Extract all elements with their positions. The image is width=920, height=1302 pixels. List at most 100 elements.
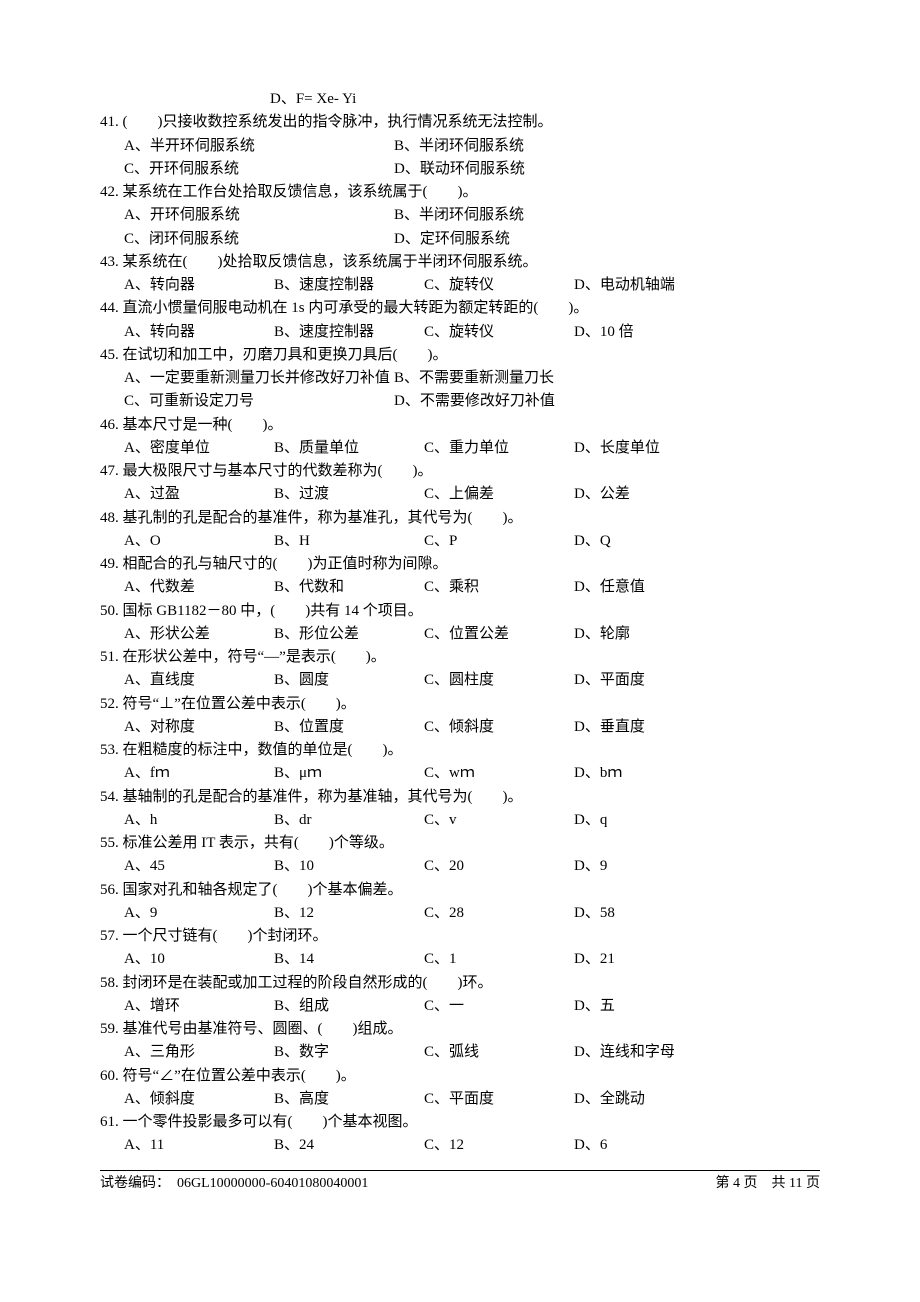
option-d: D、9 bbox=[574, 855, 724, 878]
question-text: 51. 在形状公差中，符号“—”是表示( )。 bbox=[100, 646, 820, 669]
question-52: 52. 符号“⊥”在位置公差中表示( )。A、对称度B、位置度C、倾斜度D、垂直… bbox=[100, 693, 820, 740]
option-d: D、任意值 bbox=[574, 576, 724, 599]
option-b: B、24 bbox=[274, 1134, 424, 1157]
question-42: 42. 某系统在工作台处拾取反馈信息，该系统属于( )。A、开环伺服系统B、半闭… bbox=[100, 181, 820, 251]
option-b: B、μｍ bbox=[274, 762, 424, 785]
option-a: A、形状公差 bbox=[124, 623, 274, 646]
option-a: A、过盈 bbox=[124, 483, 274, 506]
question-44: 44. 直流小惯量伺服电动机在 1s 内可承受的最大转距为额定转距的( )。A、… bbox=[100, 297, 820, 344]
question-text: 43. 某系统在( )处拾取反馈信息，该系统属于半闭环伺服系统。 bbox=[100, 251, 820, 274]
question-41: 41. ( )只接收数控系统发出的指令脉冲，执行情况系统无法控制。A、半开环伺服… bbox=[100, 111, 820, 181]
option-a: A、转向器 bbox=[124, 274, 274, 297]
question-51: 51. 在形状公差中，符号“—”是表示( )。A、直线度B、圆度C、圆柱度D、平… bbox=[100, 646, 820, 693]
option-a: A、一定要重新测量刀长并修改好刀补值 bbox=[124, 367, 394, 390]
question-50: 50. 国标 GB1182－80 中，( )共有 14 个项目。A、形状公差B、… bbox=[100, 600, 820, 647]
question-48: 48. 基孔制的孔是配合的基准件，称为基准孔，其代号为( )。A、OB、HC、P… bbox=[100, 507, 820, 554]
option-b: B、速度控制器 bbox=[274, 321, 424, 344]
options-row: A、三角形B、数字C、弧线D、连线和字母 bbox=[100, 1041, 820, 1064]
option-b: B、高度 bbox=[274, 1088, 424, 1111]
option-c: C、可重新设定刀号 bbox=[124, 390, 394, 413]
option-c: C、20 bbox=[424, 855, 574, 878]
option-c: C、弧线 bbox=[424, 1041, 574, 1064]
question-43: 43. 某系统在( )处拾取反馈信息，该系统属于半闭环伺服系统。A、转向器B、速… bbox=[100, 251, 820, 298]
option-a: A、三角形 bbox=[124, 1041, 274, 1064]
option-d: D、联动环伺服系统 bbox=[394, 158, 820, 181]
options-row: A、hB、drC、vD、q bbox=[100, 809, 820, 832]
option-b: B、10 bbox=[274, 855, 424, 878]
option-b: B、半闭环伺服系统 bbox=[394, 204, 820, 227]
option-a: A、半开环伺服系统 bbox=[124, 135, 394, 158]
footer-page-number: 第 4 页 共 11 页 bbox=[716, 1173, 820, 1195]
option-a: A、密度单位 bbox=[124, 437, 274, 460]
question-text: 48. 基孔制的孔是配合的基准件，称为基准孔，其代号为( )。 bbox=[100, 507, 820, 530]
question-61: 61. 一个零件投影最多可以有( )个基本视图。A、11B、24C、12D、6 bbox=[100, 1111, 820, 1158]
question-45: 45. 在试切和加工中，刃磨刀具和更换刀具后( )。A、一定要重新测量刀长并修改… bbox=[100, 344, 820, 414]
questions-container: 41. ( )只接收数控系统发出的指令脉冲，执行情况系统无法控制。A、半开环伺服… bbox=[100, 111, 820, 1157]
option-c: C、圆柱度 bbox=[424, 669, 574, 692]
option-b: B、速度控制器 bbox=[274, 274, 424, 297]
option-b: B、不需要重新测量刀长 bbox=[394, 367, 820, 390]
question-text: 41. ( )只接收数控系统发出的指令脉冲，执行情况系统无法控制。 bbox=[100, 111, 820, 134]
option-c: C、上偏差 bbox=[424, 483, 574, 506]
option-a: A、开环伺服系统 bbox=[124, 204, 394, 227]
option-c: C、28 bbox=[424, 902, 574, 925]
option-c: C、wｍ bbox=[424, 762, 574, 785]
question-text: 53. 在粗糙度的标注中，数值的单位是( )。 bbox=[100, 739, 820, 762]
option-a: A、倾斜度 bbox=[124, 1088, 274, 1111]
option-a: A、45 bbox=[124, 855, 274, 878]
options-row: A、形状公差B、形位公差C、位置公差D、轮廓 bbox=[100, 623, 820, 646]
option-a: A、10 bbox=[124, 948, 274, 971]
question-text: 49. 相配合的孔与轴尺寸的( )为正值时称为间隙。 bbox=[100, 553, 820, 576]
question-text: 52. 符号“⊥”在位置公差中表示( )。 bbox=[100, 693, 820, 716]
question-text: 61. 一个零件投影最多可以有( )个基本视图。 bbox=[100, 1111, 820, 1134]
option-c: C、P bbox=[424, 530, 574, 553]
option-c: C、旋转仪 bbox=[424, 321, 574, 344]
option-a: A、转向器 bbox=[124, 321, 274, 344]
question-text: 44. 直流小惯量伺服电动机在 1s 内可承受的最大转距为额定转距的( )。 bbox=[100, 297, 820, 320]
options-row: A、转向器B、速度控制器C、旋转仪D、电动机轴端 bbox=[100, 274, 820, 297]
page-footer: 试卷编码： 06GL10000000-60401080040001 第 4 页 … bbox=[100, 1170, 820, 1195]
question-58: 58. 封闭环是在装配或加工过程的阶段自然形成的( )环。A、增环B、组成C、一… bbox=[100, 972, 820, 1019]
option-c: C、一 bbox=[424, 995, 574, 1018]
option-c: C、平面度 bbox=[424, 1088, 574, 1111]
question-text: 46. 基本尺寸是一种( )。 bbox=[100, 414, 820, 437]
question-57: 57. 一个尺寸链有( )个封闭环。A、10B、14C、1D、21 bbox=[100, 925, 820, 972]
options-row-2: C、可重新设定刀号D、不需要修改好刀补值 bbox=[100, 390, 820, 413]
options-row-2: C、开环伺服系统D、联动环伺服系统 bbox=[100, 158, 820, 181]
options-row: A、直线度B、圆度C、圆柱度D、平面度 bbox=[100, 669, 820, 692]
option-b: B、过渡 bbox=[274, 483, 424, 506]
option-c: C、1 bbox=[424, 948, 574, 971]
options-row: A、9B、12C、28D、58 bbox=[100, 902, 820, 925]
options-row: A、对称度B、位置度C、倾斜度D、垂直度 bbox=[100, 716, 820, 739]
options-row-1: A、一定要重新测量刀长并修改好刀补值B、不需要重新测量刀长 bbox=[100, 367, 820, 390]
option-b: B、12 bbox=[274, 902, 424, 925]
question-text: 58. 封闭环是在装配或加工过程的阶段自然形成的( )环。 bbox=[100, 972, 820, 995]
option-b: B、形位公差 bbox=[274, 623, 424, 646]
question-text: 47. 最大极限尺寸与基本尺寸的代数差称为( )。 bbox=[100, 460, 820, 483]
question-text: 45. 在试切和加工中，刃磨刀具和更换刀具后( )。 bbox=[100, 344, 820, 367]
option-b: B、质量单位 bbox=[274, 437, 424, 460]
option-c: C、位置公差 bbox=[424, 623, 574, 646]
option-d: D、q bbox=[574, 809, 724, 832]
options-row: A、代数差B、代数和C、乘积D、任意值 bbox=[100, 576, 820, 599]
options-row: A、10B、14C、1D、21 bbox=[100, 948, 820, 971]
option-d: D、垂直度 bbox=[574, 716, 724, 739]
question-60: 60. 符号“∠”在位置公差中表示( )。A、倾斜度B、高度C、平面度D、全跳动 bbox=[100, 1065, 820, 1112]
options-row: A、fｍB、μｍC、wｍD、bｍ bbox=[100, 762, 820, 785]
question-text: 56. 国家对孔和轴各规定了( )个基本偏差。 bbox=[100, 879, 820, 902]
option-b: B、圆度 bbox=[274, 669, 424, 692]
options-row: A、密度单位B、质量单位C、重力单位D、长度单位 bbox=[100, 437, 820, 460]
options-row: A、过盈B、过渡C、上偏差D、公差 bbox=[100, 483, 820, 506]
option-d: D、连线和字母 bbox=[574, 1041, 724, 1064]
option-b: B、位置度 bbox=[274, 716, 424, 739]
options-row-1: A、半开环伺服系统B、半闭环伺服系统 bbox=[100, 135, 820, 158]
option-b: B、代数和 bbox=[274, 576, 424, 599]
option-d: D、定环伺服系统 bbox=[394, 228, 820, 251]
question-47: 47. 最大极限尺寸与基本尺寸的代数差称为( )。A、过盈B、过渡C、上偏差D、… bbox=[100, 460, 820, 507]
option-c: C、v bbox=[424, 809, 574, 832]
options-row: A、转向器B、速度控制器C、旋转仪D、10 倍 bbox=[100, 321, 820, 344]
option-d: D、Q bbox=[574, 530, 724, 553]
option-c: C、闭环伺服系统 bbox=[124, 228, 394, 251]
option-d: D、58 bbox=[574, 902, 724, 925]
option-d: D、轮廓 bbox=[574, 623, 724, 646]
